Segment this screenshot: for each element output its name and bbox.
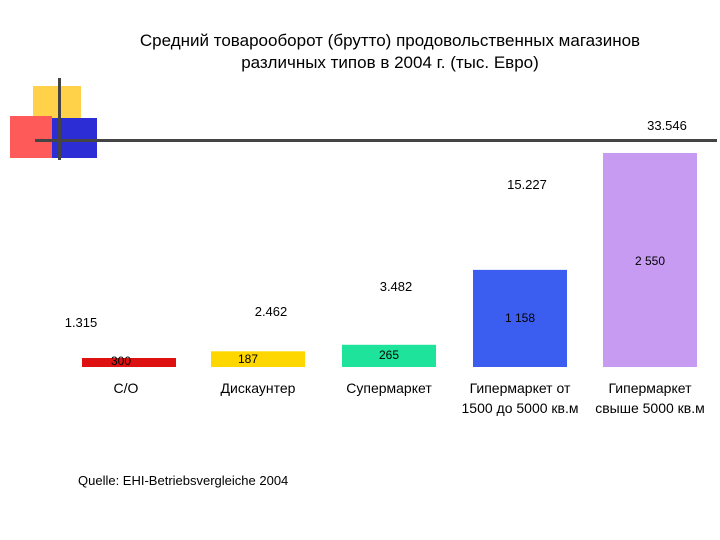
value-label-1: 1.315 [65, 315, 98, 330]
category-label-1: С/О [114, 380, 139, 396]
category-label-4-line2: 1500 до 5000 кв.м [462, 400, 579, 416]
category-label-5: Гипермаркет [609, 380, 693, 396]
bar-inner-label-2: 187 [238, 352, 258, 366]
category-label-2: Дискаунтер [221, 380, 296, 396]
bar-inner-label-3: 265 [379, 348, 399, 362]
deco-vertical-line [58, 78, 61, 160]
category-label-4: Гипермаркет от [470, 380, 571, 396]
bar-3 [342, 344, 436, 367]
chart-title-line2: различных типов в 2004 г. (тыс. Евро) [241, 53, 539, 72]
source-note: Quelle: EHI-Betriebsvergleiche 2004 [78, 473, 289, 488]
deco-horizontal-line [35, 139, 717, 142]
category-label-5-line2: свыше 5000 кв.м [595, 400, 705, 416]
bar-4 [473, 269, 567, 367]
bar-inner-label-1: 300 [111, 354, 131, 368]
value-label-5: 33.546 [647, 118, 687, 133]
value-label-2: 2.462 [255, 304, 288, 319]
bar-2 [211, 351, 305, 367]
category-label-3: Супермаркет [346, 380, 432, 396]
chart-title: Средний товарооборот (брутто) продовольс… [60, 30, 720, 74]
value-label-3: 3.482 [380, 279, 413, 294]
deco-red-square [10, 116, 52, 158]
chart-title-line1: Средний товарооборот (брутто) продовольс… [139, 31, 641, 50]
bar-inner-label-4: 1 158 [505, 311, 535, 325]
value-label-4: 15.227 [507, 177, 547, 192]
bar-1 [82, 358, 176, 367]
bar-inner-label-5: 2 550 [635, 254, 665, 268]
bar-5 [603, 153, 697, 367]
